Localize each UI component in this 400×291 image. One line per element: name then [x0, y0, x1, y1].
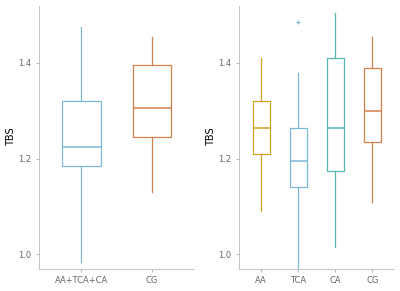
- Bar: [290, 128, 306, 187]
- Y-axis label: TBS: TBS: [206, 128, 216, 146]
- Bar: [62, 101, 101, 166]
- Bar: [364, 68, 380, 142]
- Y-axis label: TBS: TBS: [6, 128, 16, 146]
- Bar: [253, 101, 270, 154]
- Bar: [327, 58, 344, 171]
- Bar: [133, 65, 172, 137]
